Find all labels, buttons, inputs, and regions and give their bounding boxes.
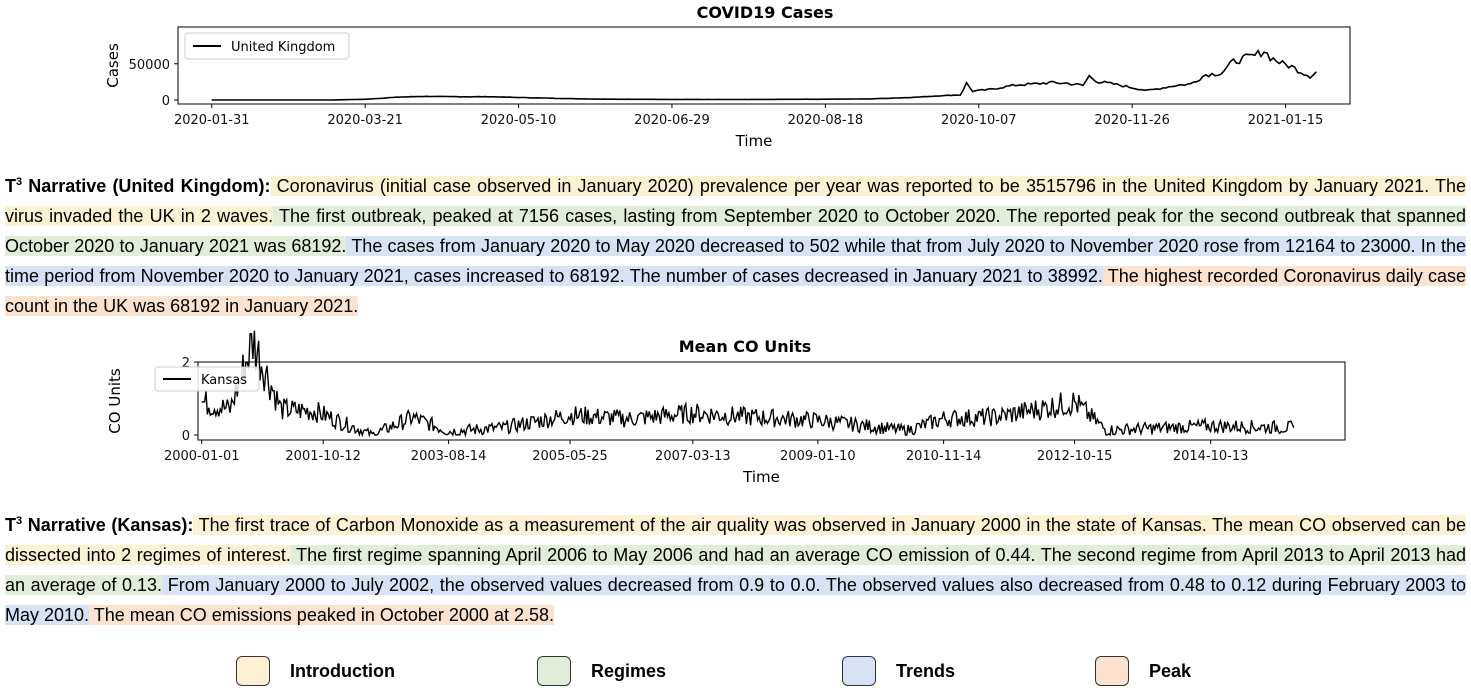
legend-label: Trends [896,660,956,681]
narrative-kansas: T3 Narrative (Kansas): The first trace o… [5,510,1466,630]
x-tick-label: 2003-08-14 [411,449,487,464]
x-tick-label: 2020-05-10 [481,113,557,128]
legend-box [154,366,260,392]
narrative-kansas-lead: T3 Narrative (Kansas): [5,515,194,535]
narrative-kansas-peak: The mean CO emissions peaked in October … [89,605,554,625]
legend-swatch [842,656,876,686]
legend-box [184,32,350,60]
chart-title-co: Mean CO Units [678,337,812,356]
legend-item-trends: Trends [842,654,955,688]
legend-label: Peak [1149,660,1192,681]
x-tick-label: 2010-11-14 [906,449,982,464]
x-tick-label: 2020-06-29 [634,113,710,128]
co-chart: 2000-01-01 2001-10-12 2003-08-14 2005-05-25… [106,330,1346,486]
x-tick-label: 2020-10-07 [941,113,1017,128]
x-tick-label: 2009-01-10 [780,449,856,464]
series-line [201,330,1295,438]
plot-frame [197,361,1346,441]
x-tick-label: 2020-03-21 [327,113,403,128]
covid-chart: 2020-01-31 2020-03-21 2020-05-10 2020-06-29… [104,26,1351,150]
y-tick-label: 50000 [129,58,170,73]
legend-swatch [236,656,270,686]
x-tick-label: 2014-10-13 [1173,449,1249,464]
y-axis-label: CO Units [106,368,124,434]
x-tick-label: 2020-11-26 [1094,113,1170,128]
chart-title-covid: COVID19 Cases [696,3,834,22]
legend-swatch [1095,656,1129,686]
legend-item-introduction: Introduction [236,654,395,688]
x-axis-label: Time [735,132,773,150]
legend-item-peak: Peak [1095,654,1191,688]
legend-label: Kansas [201,373,247,388]
y-axis-label: Cases [104,43,122,88]
y-tick-label: 0 [182,429,190,444]
legend-swatch [537,656,571,686]
x-tick-label: 2012-10-15 [1037,449,1113,464]
series-line [211,49,1317,101]
narrative-uk-lead: T3 Narrative (United Kingdom): [5,176,271,196]
x-tick-label: 2020-08-18 [788,113,864,128]
legend-label: Regimes [591,660,667,681]
legend-label: Introduction [290,660,395,681]
x-tick-label: 2000-01-01 [164,449,240,464]
y-tick-label: 2 [182,356,190,371]
legend-label: United Kingdom [231,40,335,55]
x-tick-label: 2020-01-31 [174,113,250,128]
x-tick-label: 2005-05-25 [532,449,608,464]
plot-frame [177,26,1351,105]
x-tick-label: 2001-10-12 [285,449,361,464]
x-tick-label: 2021-01-15 [1248,113,1324,128]
legend-item-regimes: Regimes [537,654,666,688]
x-tick-label: 2007-03-13 [655,449,731,464]
y-tick-label: 0 [162,94,170,109]
narrative-uk: T3 Narrative (United Kingdom): Coronavir… [5,171,1466,321]
x-axis-label: Time [742,468,780,486]
